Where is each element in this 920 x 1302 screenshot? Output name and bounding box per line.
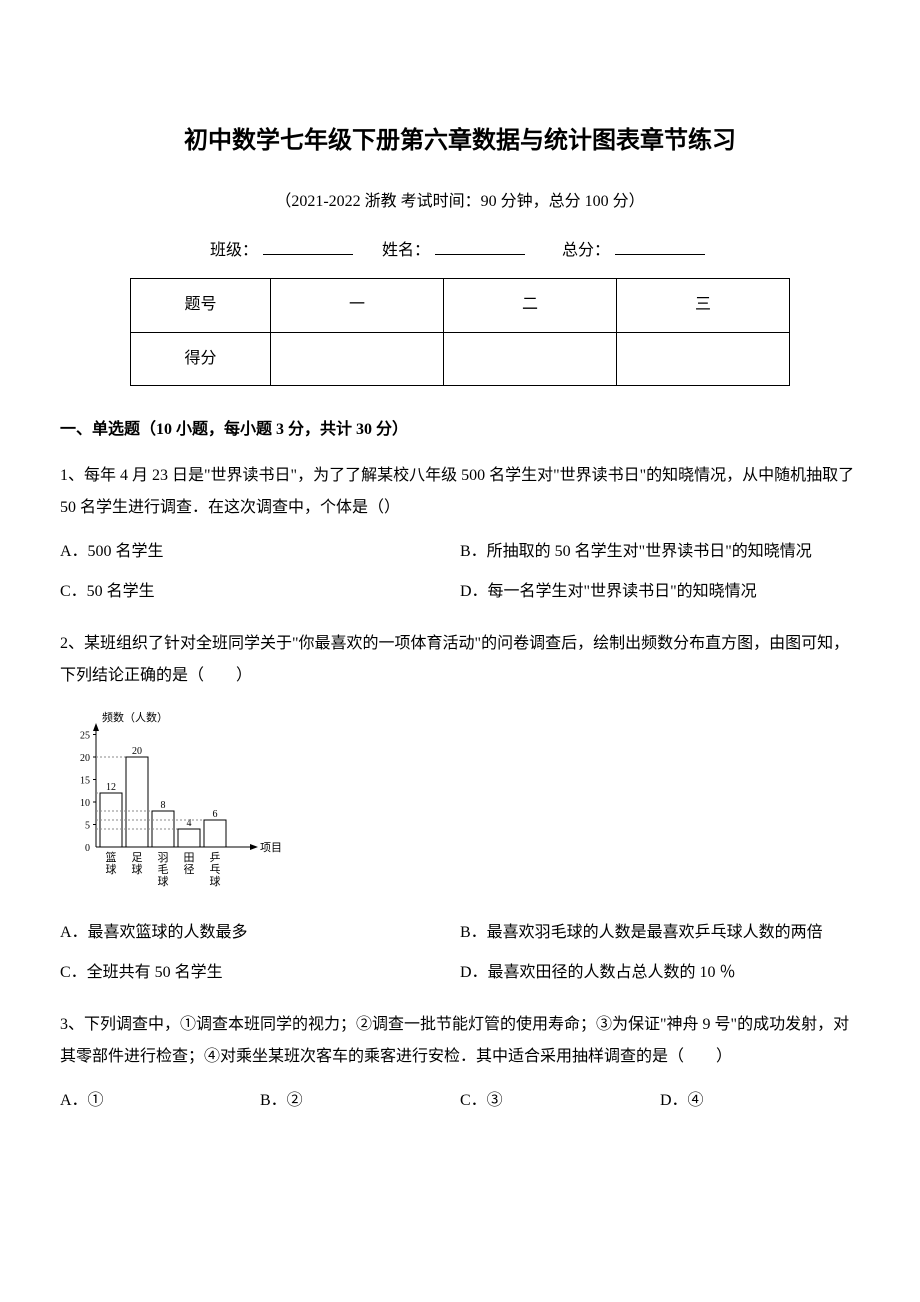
subtitle: （2021-2022 浙教 考试时间：90 分钟，总分 100 分） — [60, 188, 860, 217]
svg-text:8: 8 — [161, 800, 166, 811]
svg-text:球: 球 — [158, 874, 169, 888]
bar-chart-svg: 频数（人数）项目051015202512篮球20足球8羽毛球4田径6乒乓球 — [60, 707, 290, 897]
row2-label: 得分 — [131, 332, 271, 386]
question-3: 3、下列调查中，①调查本班同学的视力；②调查一批节能灯管的使用寿命；③为保证"神… — [60, 1009, 860, 1117]
q1-text: 1、每年 4 月 23 日是"世界读书日"，为了了解某校八年级 500 名学生对… — [60, 460, 860, 524]
page-title: 初中数学七年级下册第六章数据与统计图表章节练习 — [60, 120, 860, 163]
svg-text:25: 25 — [80, 731, 90, 742]
class-label: 班级： — [210, 242, 258, 259]
q2-optD: D．最喜欢田径的人数占总人数的 10 ％ — [460, 957, 860, 989]
q1-optD: D．每一名学生对"世界读书日"的知晓情况 — [460, 576, 860, 608]
svg-text:足: 足 — [132, 852, 143, 864]
score-table: 题号 一 二 三 得分 — [130, 278, 790, 387]
score-label: 总分： — [562, 242, 610, 259]
svg-text:0: 0 — [85, 843, 90, 854]
svg-text:5: 5 — [85, 821, 90, 832]
svg-text:频数（人数）: 频数（人数） — [102, 710, 168, 724]
svg-text:球: 球 — [210, 874, 221, 888]
svg-text:篮: 篮 — [106, 850, 117, 864]
q2-optB: B．最喜欢羽毛球的人数是最喜欢乒乓球人数的两倍 — [460, 917, 860, 949]
q3-optD: D．④ — [660, 1085, 860, 1117]
svg-text:羽: 羽 — [158, 852, 169, 864]
svg-text:球: 球 — [132, 862, 143, 876]
row1-c1: 一 — [271, 278, 444, 332]
row2-c2 — [444, 332, 617, 386]
info-row: 班级： 姓名： 总分： — [60, 237, 860, 266]
row1-c3: 三 — [617, 278, 790, 332]
svg-text:15: 15 — [80, 776, 90, 787]
q1-optC: C．50 名学生 — [60, 576, 460, 608]
question-1: 1、每年 4 月 23 日是"世界读书日"，为了了解某校八年级 500 名学生对… — [60, 460, 860, 608]
svg-text:球: 球 — [106, 862, 117, 876]
row1-c2: 二 — [444, 278, 617, 332]
svg-text:乓: 乓 — [210, 863, 221, 876]
svg-text:20: 20 — [80, 753, 90, 764]
q1-optB: B．所抽取的 50 名学生对"世界读书日"的知晓情况 — [460, 536, 860, 568]
svg-text:乒: 乒 — [210, 851, 221, 864]
row1-c0: 题号 — [131, 278, 271, 332]
name-blank — [435, 254, 525, 255]
svg-text:项目: 项目 — [260, 841, 282, 854]
svg-text:毛: 毛 — [158, 863, 169, 876]
svg-text:6: 6 — [213, 809, 218, 820]
q2-optC: C．全班共有 50 名学生 — [60, 957, 460, 989]
svg-text:20: 20 — [132, 746, 142, 757]
svg-text:径: 径 — [184, 863, 195, 876]
svg-text:10: 10 — [80, 798, 90, 809]
q2-text: 2、某班组织了针对全班同学关于"你最喜欢的一项体育活动"的问卷调查后，绘制出频数… — [60, 628, 860, 692]
bar-chart: 频数（人数）项目051015202512篮球20足球8羽毛球4田径6乒乓球 — [60, 707, 860, 897]
class-blank — [263, 254, 353, 255]
q3-text: 3、下列调查中，①调查本班同学的视力；②调查一批节能灯管的使用寿命；③为保证"神… — [60, 1009, 860, 1073]
svg-text:12: 12 — [106, 782, 116, 793]
q1-optA: A．500 名学生 — [60, 536, 460, 568]
table-row: 得分 — [131, 332, 790, 386]
section-header: 一、单选题（10 小题，每小题 3 分，共计 30 分） — [60, 416, 860, 445]
score-blank — [615, 254, 705, 255]
row2-c3 — [617, 332, 790, 386]
table-row: 题号 一 二 三 — [131, 278, 790, 332]
name-label: 姓名： — [382, 242, 430, 259]
row2-c1 — [271, 332, 444, 386]
svg-text:田: 田 — [184, 852, 195, 864]
q3-optA: A．① — [60, 1085, 260, 1117]
q3-optB: B．② — [260, 1085, 460, 1117]
q2-optA: A．最喜欢篮球的人数最多 — [60, 917, 460, 949]
question-2: 2、某班组织了针对全班同学关于"你最喜欢的一项体育活动"的问卷调查后，绘制出频数… — [60, 628, 860, 989]
q3-optC: C．③ — [460, 1085, 660, 1117]
